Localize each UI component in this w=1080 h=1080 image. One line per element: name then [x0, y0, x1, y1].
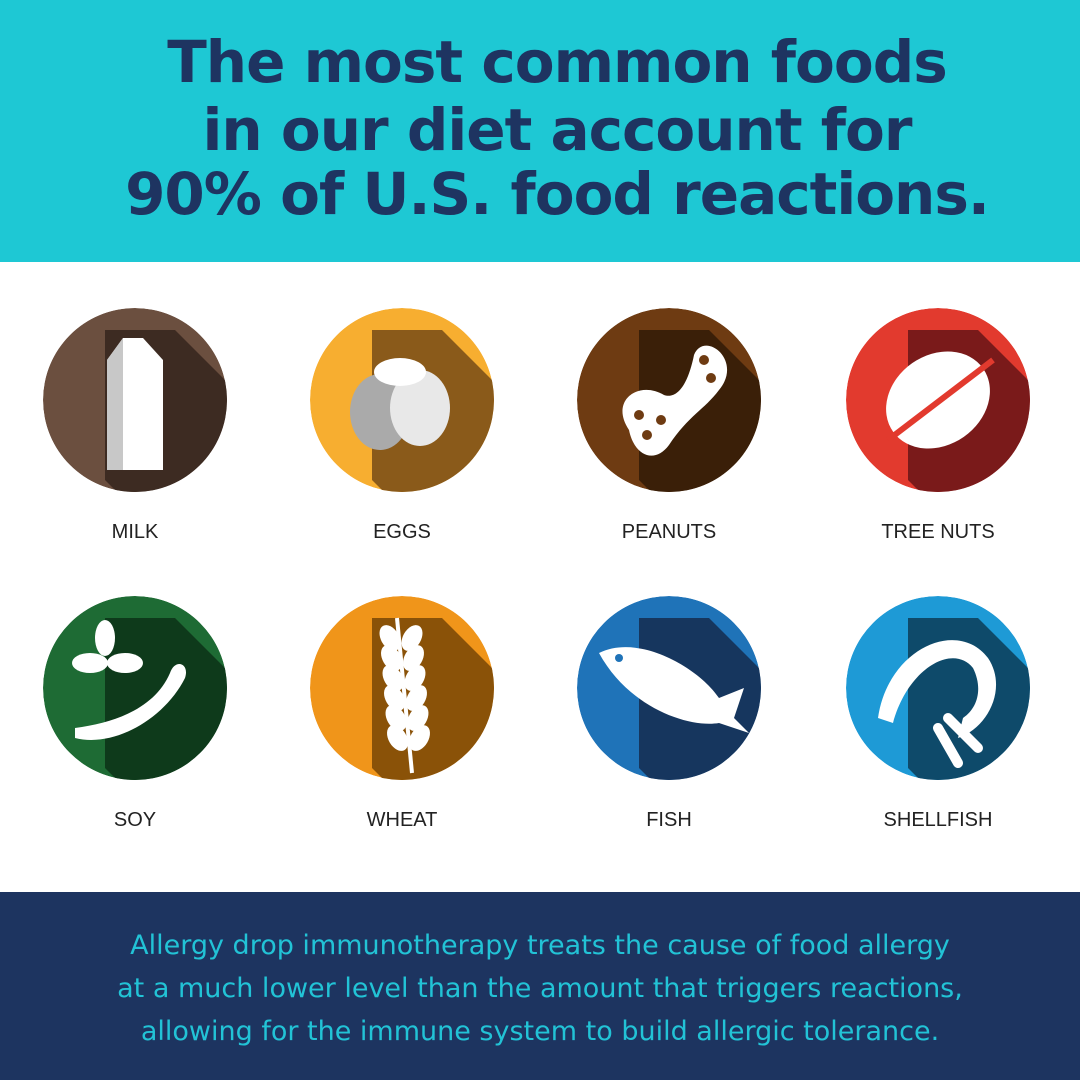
food-icon: [577, 308, 761, 492]
icon: [409, 725, 430, 751]
food-label: PEANUTS: [622, 521, 716, 543]
icon: [407, 705, 429, 731]
icon: [878, 640, 997, 738]
icon: [390, 370, 450, 446]
icon: [404, 665, 426, 691]
icon: [656, 415, 666, 425]
icon-art: [622, 345, 728, 456]
icon: [615, 654, 623, 662]
food-icon: [43, 308, 227, 492]
icon: [107, 338, 123, 470]
icon: [381, 645, 402, 671]
food-label: SOY: [114, 809, 156, 831]
food-icon: [310, 308, 494, 492]
icon: [382, 665, 404, 691]
food-icon: [43, 596, 227, 780]
footer-band: [0, 892, 1080, 1080]
food-grid: MILK EGGS PEANUTS TREE NUTS SOY WHEAT FISH SHEL…: [43, 308, 1030, 831]
icon-art: [107, 338, 163, 470]
food-label: SHELLFISH: [884, 809, 993, 831]
footer-line: Allergy drop immunotherapy treats the ca…: [130, 930, 950, 961]
icon: [886, 357, 995, 443]
icon-art: [72, 620, 187, 740]
icon: [75, 663, 187, 740]
food-label: WHEAT: [367, 809, 438, 831]
icon: [403, 645, 424, 671]
icon: [699, 355, 709, 365]
icon: [384, 685, 405, 711]
icon: [406, 685, 427, 711]
title-line: 90% of U.S. food reactions.: [125, 160, 989, 228]
footer-line: allowing for the immune system to build …: [141, 1016, 939, 1047]
food-label: EGGS: [373, 521, 431, 543]
icon: [706, 373, 716, 383]
icon: [622, 345, 728, 456]
icon-art: [878, 640, 997, 768]
title-line: The most common foods: [167, 28, 947, 96]
food-icon: [846, 308, 1030, 492]
icon: [385, 705, 407, 731]
icon: [95, 620, 115, 656]
icon: [642, 430, 652, 440]
icon-art: [886, 351, 995, 449]
title-line: in our diet account for: [203, 96, 913, 164]
food-label: FISH: [646, 809, 692, 831]
icon: [599, 647, 749, 733]
footer-line: at a much lower level than the amount th…: [117, 973, 963, 1004]
icon: [379, 625, 401, 651]
icon-art: [379, 617, 430, 774]
icon-art: [599, 647, 749, 733]
food-icon: [310, 596, 494, 780]
icon: [387, 725, 408, 751]
icon: [401, 625, 423, 651]
food-label: MILK: [112, 521, 159, 543]
icon: [107, 653, 143, 673]
icon: [933, 713, 983, 768]
food-label: TREE NUTS: [881, 521, 994, 543]
icon: [634, 410, 644, 420]
food-icon: [577, 596, 761, 780]
icon-art: [350, 358, 450, 450]
icon: [72, 653, 108, 673]
header-band: [0, 0, 1080, 262]
icon: [374, 358, 426, 386]
food-icon: [846, 596, 1030, 780]
